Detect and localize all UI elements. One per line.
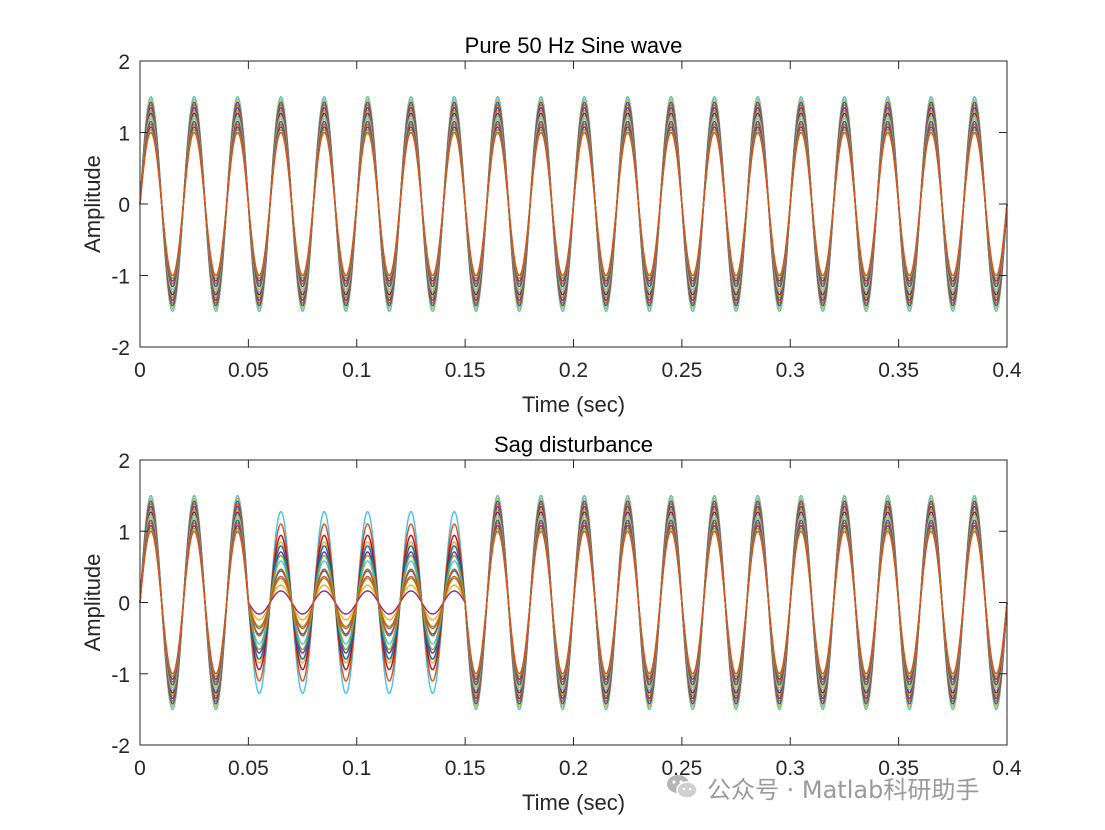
y-axis-label: Amplitude <box>80 155 105 253</box>
wechat-icon <box>667 775 698 799</box>
subplot-sag-disturbance: 0 0.05 0.1 0.15 0.2 0.25 0.3 0.35 0.4 -2 -1 0 1 2 Sag … <box>80 432 1022 815</box>
x-tick-label: 0.4 <box>992 359 1022 382</box>
watermark-text: 公众号 · Matlab科研助手 <box>707 775 980 804</box>
y-axis-label: Amplitude <box>80 554 105 652</box>
x-tick-label: 0.1 <box>342 359 371 382</box>
y-tick-label: 2 <box>118 51 130 74</box>
y-tick-label: -2 <box>111 735 130 758</box>
x-tick-label: 0.25 <box>661 757 702 780</box>
x-tick-label: 0.1 <box>342 757 371 780</box>
x-tick-label: 0.3 <box>776 359 805 382</box>
y-tick-label: -2 <box>111 337 130 360</box>
x-tick-label: 0.15 <box>445 359 486 382</box>
y-tick-label: 0 <box>118 593 130 616</box>
x-tick-label: 0.3 <box>776 757 805 780</box>
subplot-pure-sine: 0 0.05 0.1 0.15 0.2 0.25 0.3 0.35 0.4 -2 -1 0 1 2 Pure… <box>80 33 1022 417</box>
y-tick-label: 1 <box>118 521 130 544</box>
series-line-14 <box>139 131 1008 277</box>
x-tick-label: 0.35 <box>878 359 919 382</box>
x-tick-label: 0.35 <box>878 757 919 780</box>
x-tick-label: 0.2 <box>559 359 588 382</box>
x-tick-label: 0 <box>134 757 146 780</box>
x-tick-label: 0.2 <box>559 757 588 780</box>
chart-title: Pure 50 Hz Sine wave <box>465 33 683 58</box>
x-tick-label: 0.05 <box>228 359 269 382</box>
x-axis-label: Time (sec) <box>522 790 625 815</box>
series-group <box>139 96 1008 312</box>
y-tick-label: 0 <box>118 194 130 217</box>
y-tick-label: -1 <box>111 266 130 289</box>
series-group <box>139 495 1008 710</box>
y-tick-label: 1 <box>118 123 130 146</box>
chart-title: Sag disturbance <box>494 432 653 457</box>
x-tick-label: 0.25 <box>661 359 702 382</box>
series-line-14 <box>139 530 1008 675</box>
y-tick-label: -1 <box>111 664 130 687</box>
y-tick-label: 2 <box>118 450 130 473</box>
x-tick-label: 0.4 <box>992 757 1022 780</box>
x-tick-label: 0 <box>134 359 146 382</box>
x-axis-label: Time (sec) <box>522 392 625 417</box>
x-tick-label: 0.15 <box>445 757 486 780</box>
watermark: 公众号 · Matlab科研助手 <box>665 770 979 804</box>
x-tick-label: 0.05 <box>228 757 269 780</box>
